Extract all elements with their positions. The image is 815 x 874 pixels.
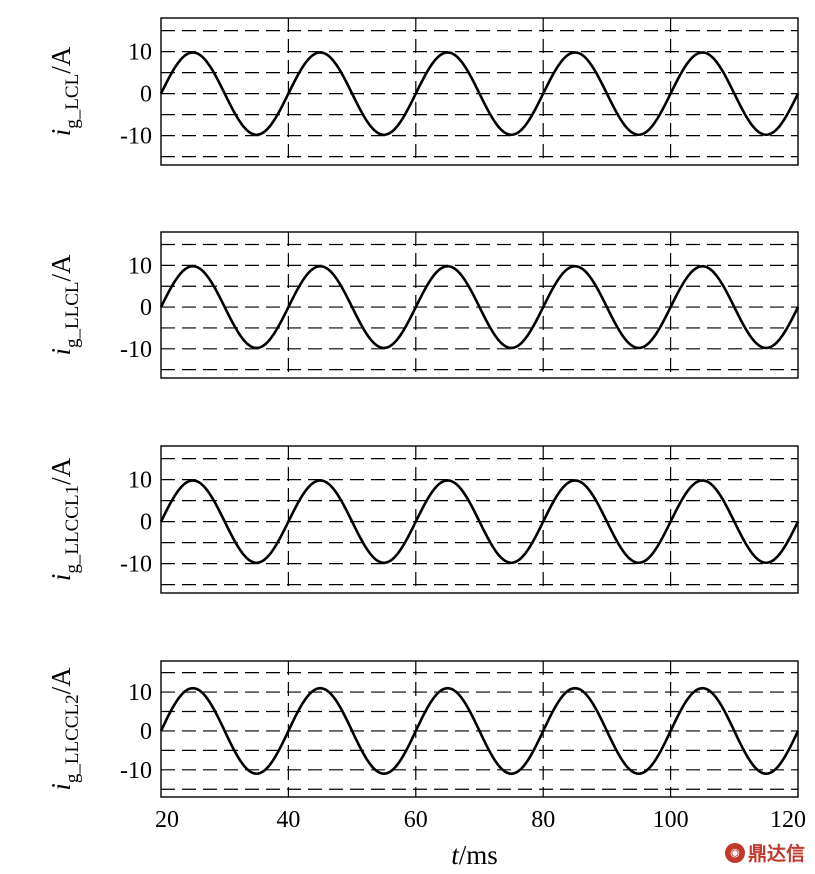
y-label-subscript: g_LLCL	[62, 281, 83, 348]
y-tick-label: -10	[120, 337, 152, 363]
y-tick-label: 10	[128, 468, 152, 494]
y-label-unit: /A	[46, 667, 76, 695]
x-label-symbol: t	[451, 840, 460, 870]
x-tick-label: 20	[155, 807, 179, 833]
series-line	[159, 264, 800, 350]
y-tick-label: -10	[120, 552, 152, 578]
x-tick-label: 60	[404, 807, 428, 833]
y-tick-label: 0	[140, 295, 152, 321]
y-tick-label: -10	[120, 758, 152, 784]
series-line	[159, 686, 800, 775]
y-axis-label: ig_LLCL/A	[46, 254, 83, 356]
x-tick-label: 120	[770, 807, 806, 833]
y-label-unit: /A	[46, 46, 76, 74]
panel-1: -10 0 10 ig_LCL/A	[46, 17, 800, 166]
logo-icon: ◉	[724, 842, 745, 863]
y-tick-label: -10	[120, 124, 152, 150]
y-label-unit: /A	[46, 457, 76, 485]
watermark-text: 鼎达信	[747, 843, 805, 865]
y-label-unit: /A	[46, 254, 76, 282]
plot-frame	[160, 445, 799, 594]
x-tick-label: 40	[276, 807, 300, 833]
y-label-symbol: i	[46, 574, 76, 582]
plot-frame	[160, 17, 799, 166]
y-label-subscript: g_LLCCL2	[62, 694, 83, 783]
plot-frame	[160, 660, 799, 798]
y-tick-label: 10	[128, 680, 152, 706]
y-label-symbol: i	[46, 129, 76, 137]
panel-2: -10 0 10 ig_LLCL/A	[46, 231, 800, 379]
y-tick-label: 10	[128, 40, 152, 66]
y-axis-label: ig_LLCCL1/A	[46, 457, 83, 581]
y-tick-label: 0	[140, 510, 152, 536]
y-label-symbol: i	[46, 348, 76, 356]
y-tick-label: 0	[140, 82, 152, 108]
panel-4: -10 0 10 ig_LLCCL2/A	[46, 660, 800, 798]
plot-frame	[160, 231, 799, 379]
series-line	[159, 479, 800, 565]
y-tick-label: 0	[140, 719, 152, 745]
series-line	[159, 51, 800, 137]
y-axis-label: ig_LLCCL2/A	[46, 667, 83, 791]
panel-3: -10 0 10 ig_LLCCL1/A	[46, 445, 800, 594]
y-label-subscript: g_LLCCL1	[62, 485, 83, 574]
watermark: ◉ 鼎达信	[724, 839, 805, 866]
y-label-symbol: i	[46, 783, 76, 791]
x-tick-label: 80	[531, 807, 555, 833]
y-axis-label: ig_LCL/A	[46, 46, 83, 136]
y-label-subscript: g_LCL	[62, 74, 83, 129]
x-label-unit: /ms	[459, 840, 498, 870]
x-tick-label: 100	[653, 807, 689, 833]
x-axis-label: t/ms	[451, 840, 498, 870]
y-tick-label: 10	[128, 253, 152, 279]
